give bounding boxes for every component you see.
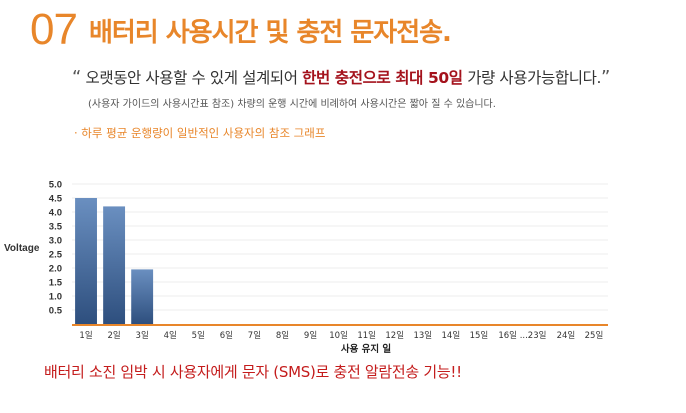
y-tick-label: 4.5 <box>49 194 63 205</box>
x-tick-label: 3일 <box>136 331 149 341</box>
chart-y-ticks: 5.0 4.5 4.0 3.5 3.0 2.5 2.0 1.5 1.0 0.5 <box>49 180 63 317</box>
x-tick-label: 1일 <box>79 331 92 341</box>
x-tick-label: 24일 <box>557 331 576 341</box>
y-tick-label: 0.5 <box>49 306 63 317</box>
section-header: 07 배터리 사용시간 및 충전 문자전송. <box>30 5 452 54</box>
x-tick-label: 2일 <box>107 331 120 341</box>
x-tick-label: 10일 <box>329 331 348 341</box>
bar-2 <box>103 206 126 324</box>
y-tick-label: 3.5 <box>49 222 63 233</box>
y-tick-label: 4.0 <box>49 208 62 219</box>
y-tick-label: 2.0 <box>49 264 62 275</box>
usage-subnote: (사용자 가이드의 사용시간표 참조) 차량의 운행 시간에 비례하여 사용시간… <box>88 99 496 110</box>
sms-alarm-note: 배터리 소진 임박 시 사용자에게 문자 (SMS)로 충전 알람전송 기능!! <box>44 363 462 381</box>
x-tick-label: 16일 ...23일 <box>498 331 546 341</box>
quote-close-mark: ” <box>600 67 610 88</box>
x-tick-label: 8일 <box>276 331 289 341</box>
y-tick-label: 2.5 <box>49 250 63 261</box>
x-axis-label: 사용 유지 일 <box>341 343 392 355</box>
voltage-bar-chart: 5.0 4.5 4.0 3.5 3.0 2.5 2.0 1.5 1.0 0.5 1일 2일 3일 4일 5… <box>4 180 608 355</box>
chart-x-ticks: 1일 2일 3일 4일 5일 6일 7일 8일 9일 10일 11일 12일 13일 14일 15일 16일 … <box>79 331 603 341</box>
y-tick-label: 1.5 <box>49 278 63 289</box>
x-tick-label: 4일 <box>164 331 177 341</box>
y-tick-label: 1.0 <box>49 292 62 303</box>
x-tick-label: 15일 <box>470 331 489 341</box>
y-tick-label: 3.0 <box>49 236 62 247</box>
x-tick-label: 6일 <box>220 331 233 341</box>
x-tick-label: 13일 <box>413 331 432 341</box>
x-tick-label: 25일 <box>585 331 604 341</box>
bar-3 <box>131 269 154 324</box>
chart-bars <box>75 198 154 324</box>
x-tick-label: 12일 <box>385 331 404 341</box>
x-tick-label: 9일 <box>304 331 317 341</box>
x-tick-label: 5일 <box>192 331 205 341</box>
chart-gridlines <box>72 183 608 311</box>
graph-note: · 하루 평균 운행량이 일반적인 사용자의 참조 그래프 <box>74 126 326 140</box>
y-axis-label: Voltage <box>4 243 40 254</box>
x-tick-label: 11일 <box>357 331 376 341</box>
x-tick-label: 7일 <box>248 331 261 341</box>
quote-text: “ 오랫동안 사용할 수 있게 설계되어 한번 충전으로 최대 50일 가량 사… <box>72 66 610 88</box>
y-tick-label: 5.0 <box>49 180 62 191</box>
x-tick-label: 14일 <box>442 331 461 341</box>
quote-open-mark: “ <box>72 67 81 88</box>
section-title: 배터리 사용시간 및 충전 문자전송. <box>88 17 452 48</box>
quote-part1: 오랫동안 사용할 수 있게 설계되어 <box>85 69 298 87</box>
section-number: 07 <box>30 5 78 54</box>
quote-highlight: 한번 충전으로 최대 50일 <box>302 69 463 87</box>
bar-1 <box>75 198 97 324</box>
quote-part2: 가량 사용가능합니다. <box>467 69 601 87</box>
